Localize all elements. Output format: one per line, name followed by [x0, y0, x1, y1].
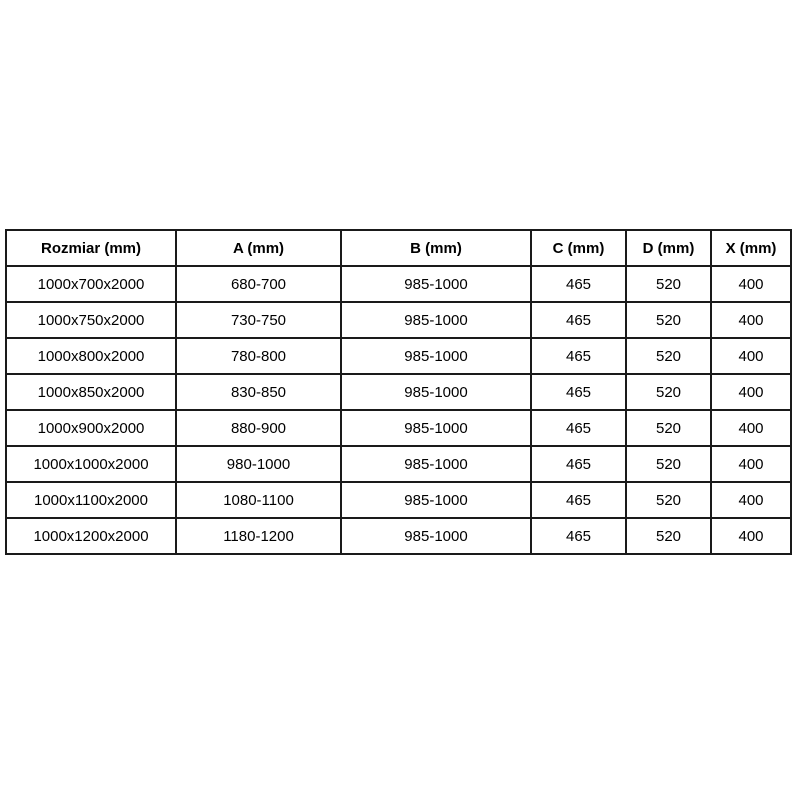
cell-a: 780-800 [175, 337, 342, 375]
cell-a: 730-750 [175, 301, 342, 339]
table-row: 1000x900x2000 880-900 985-1000 465 520 4… [5, 409, 792, 447]
table-row: 1000x1100x2000 1080-1100 985-1000 465 52… [5, 481, 792, 519]
table-row: 1000x850x2000 830-850 985-1000 465 520 4… [5, 373, 792, 411]
cell-rozmiar: 1000x1200x2000 [5, 517, 177, 555]
cell-c: 465 [530, 265, 627, 303]
cell-a: 980-1000 [175, 445, 342, 483]
cell-rozmiar: 1000x850x2000 [5, 373, 177, 411]
cell-b: 985-1000 [340, 265, 532, 303]
dimensions-table: Rozmiar (mm) A (mm) B (mm) C (mm) D (mm)… [5, 229, 792, 555]
cell-rozmiar: 1000x1000x2000 [5, 445, 177, 483]
cell-rozmiar: 1000x900x2000 [5, 409, 177, 447]
cell-c: 465 [530, 409, 627, 447]
cell-x: 400 [710, 373, 792, 411]
column-header-rozmiar: Rozmiar (mm) [5, 229, 177, 267]
cell-d: 520 [625, 301, 712, 339]
table-row: 1000x1000x2000 980-1000 985-1000 465 520… [5, 445, 792, 483]
cell-b: 985-1000 [340, 409, 532, 447]
cell-c: 465 [530, 517, 627, 555]
cell-b: 985-1000 [340, 301, 532, 339]
cell-d: 520 [625, 265, 712, 303]
column-header-c: C (mm) [530, 229, 627, 267]
header-row: Rozmiar (mm) A (mm) B (mm) C (mm) D (mm)… [5, 229, 792, 267]
cell-b: 985-1000 [340, 481, 532, 519]
cell-a: 830-850 [175, 373, 342, 411]
column-header-b: B (mm) [340, 229, 532, 267]
cell-d: 520 [625, 445, 712, 483]
cell-d: 520 [625, 373, 712, 411]
cell-c: 465 [530, 445, 627, 483]
table-row: 1000x1200x2000 1180-1200 985-1000 465 52… [5, 517, 792, 555]
cell-b: 985-1000 [340, 337, 532, 375]
cell-x: 400 [710, 409, 792, 447]
column-header-d: D (mm) [625, 229, 712, 267]
cell-rozmiar: 1000x1100x2000 [5, 481, 177, 519]
cell-x: 400 [710, 301, 792, 339]
cell-b: 985-1000 [340, 445, 532, 483]
table-row: 1000x750x2000 730-750 985-1000 465 520 4… [5, 301, 792, 339]
cell-x: 400 [710, 445, 792, 483]
cell-d: 520 [625, 481, 712, 519]
cell-rozmiar: 1000x750x2000 [5, 301, 177, 339]
cell-d: 520 [625, 337, 712, 375]
cell-a: 1080-1100 [175, 481, 342, 519]
cell-x: 400 [710, 265, 792, 303]
column-header-x: X (mm) [710, 229, 792, 267]
cell-d: 520 [625, 517, 712, 555]
cell-d: 520 [625, 409, 712, 447]
cell-c: 465 [530, 301, 627, 339]
cell-b: 985-1000 [340, 373, 532, 411]
cell-x: 400 [710, 337, 792, 375]
cell-x: 400 [710, 481, 792, 519]
cell-a: 880-900 [175, 409, 342, 447]
cell-rozmiar: 1000x800x2000 [5, 337, 177, 375]
cell-a: 680-700 [175, 265, 342, 303]
table-row: 1000x700x2000 680-700 985-1000 465 520 4… [5, 265, 792, 303]
column-header-a: A (mm) [175, 229, 342, 267]
cell-a: 1180-1200 [175, 517, 342, 555]
cell-rozmiar: 1000x700x2000 [5, 265, 177, 303]
cell-c: 465 [530, 481, 627, 519]
table-row: 1000x800x2000 780-800 985-1000 465 520 4… [5, 337, 792, 375]
cell-x: 400 [710, 517, 792, 555]
cell-b: 985-1000 [340, 517, 532, 555]
cell-c: 465 [530, 337, 627, 375]
cell-c: 465 [530, 373, 627, 411]
